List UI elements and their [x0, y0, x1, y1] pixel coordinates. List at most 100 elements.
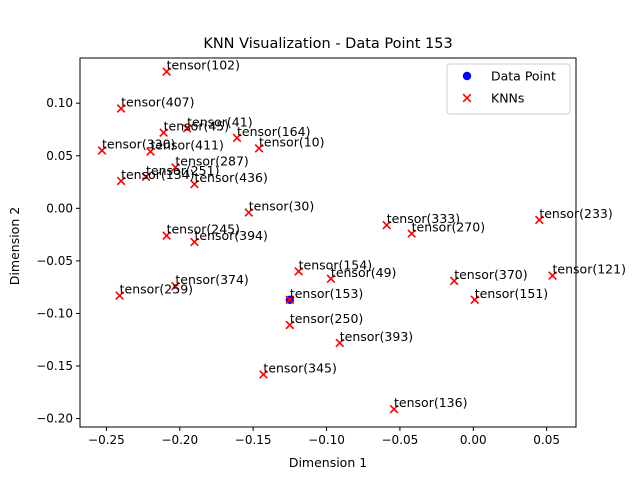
x-tick-label: −0.10 [308, 433, 345, 447]
x-marker-stroke [115, 291, 124, 300]
x-marker-stroke [534, 215, 544, 225]
x-marker-stroke [382, 220, 392, 230]
x-marker-stroke [171, 281, 180, 291]
knn-marker [171, 281, 180, 291]
x-marker-stroke [285, 320, 295, 330]
knn-marker [182, 124, 192, 133]
y-tick-label: −0.05 [36, 254, 73, 268]
knn-marker [259, 370, 268, 379]
point-label: tensor(436) [194, 170, 267, 185]
y-tick-label: 0.10 [46, 96, 73, 110]
knn-marker [335, 338, 345, 348]
y-tick-label: −0.10 [36, 306, 73, 320]
x-marker-stroke [116, 104, 126, 113]
knn-marker [389, 404, 399, 414]
knn-marker [146, 147, 155, 156]
chart-title: KNN Visualization - Data Point 153 [203, 36, 452, 52]
knn-marker [382, 220, 392, 230]
point-label: tensor(251) [146, 163, 219, 178]
knn-marker [141, 172, 151, 182]
x-marker-stroke [141, 172, 151, 182]
knn-marker [244, 208, 254, 217]
knn-marker [548, 271, 557, 280]
knn-marker [116, 104, 126, 113]
x-marker-stroke [548, 271, 557, 280]
knn-marker [162, 231, 171, 241]
query-point-overlay-marker [285, 295, 295, 305]
point-label: tensor(394) [194, 228, 267, 243]
point-label: tensor(333) [387, 211, 460, 226]
x-marker-stroke [389, 404, 399, 414]
knn-marker [190, 179, 199, 189]
x-marker-stroke [190, 237, 199, 247]
point-label: tensor(136) [394, 395, 467, 410]
point-label: tensor(345) [263, 360, 336, 375]
plot-frame [79, 57, 577, 428]
knn-marker [162, 67, 171, 77]
point-label: tensor(153) [290, 286, 363, 301]
point-label: tensor(121) [553, 262, 626, 277]
point-label: tensor(411) [150, 138, 223, 153]
x-marker-stroke [254, 144, 264, 153]
points-layer [97, 67, 557, 414]
x-marker-stroke [171, 162, 180, 172]
point-label: tensor(250) [290, 311, 363, 326]
knn-marker [326, 274, 336, 284]
knn-marker [115, 291, 124, 300]
point-label: tensor(154) [299, 257, 372, 272]
point-label: tensor(245) [167, 222, 240, 237]
point-label: tensor(287) [175, 153, 248, 168]
knn-marker [116, 176, 126, 186]
knn-marker [232, 133, 242, 143]
x-marker-stroke [116, 176, 126, 186]
legend-marker-data-point [462, 71, 472, 81]
x-marker-stroke [294, 267, 304, 276]
legend-label: Data Point [491, 69, 556, 84]
point-label: tensor(10) [259, 134, 324, 149]
x-tick-label: −0.20 [161, 433, 198, 447]
knn-marker [254, 144, 264, 153]
legend: Data Point KNNs [446, 63, 571, 115]
knn-marker [97, 146, 107, 155]
knn-marker [294, 267, 304, 276]
point-label: tensor(407) [121, 94, 194, 109]
x-marker-stroke [162, 67, 171, 77]
knn-marker [285, 320, 295, 330]
knn-marker [190, 237, 199, 247]
x-marker-stroke [462, 93, 472, 103]
x-tick-label: 0.00 [460, 433, 487, 447]
point-label: tensor(393) [340, 329, 413, 344]
point-label: tensor(49) [331, 265, 396, 280]
x-tick-label: −0.15 [235, 433, 272, 447]
axes-layer: −0.25 −0.20 −0.15 −0.10 −0.05 0.00 0.05 −0.20 −0… [36, 96, 560, 447]
x-marker-stroke [326, 274, 336, 284]
point-label: tensor(270) [412, 220, 485, 235]
point-label: tensor(102) [167, 58, 240, 73]
knn-marker [407, 229, 417, 238]
x-marker-stroke [162, 231, 171, 241]
knn-marker [159, 128, 169, 138]
knn-marker [470, 295, 480, 305]
x-tick-label: 0.05 [533, 433, 560, 447]
point-label: tensor(41) [187, 114, 252, 129]
point-label: tensor(151) [475, 286, 548, 301]
x-axis-label: Dimension 1 [289, 455, 367, 470]
point-label: tensor(370) [454, 267, 527, 282]
point-label: tensor(259) [120, 282, 193, 297]
x-tick-label: −0.25 [88, 433, 125, 447]
legend-entries: Data Point KNNs [462, 69, 556, 106]
x-marker-stroke [259, 370, 268, 379]
y-tick-label: −0.20 [36, 412, 73, 426]
legend-marker-knn [462, 93, 472, 103]
point-labels-layer: tensor(153) tensor(102) tensor(407) tensor(… [102, 58, 626, 410]
point-label: tensor(374) [175, 272, 248, 287]
point-label: tensor(30) [249, 199, 314, 214]
y-tick-label: −0.15 [36, 359, 73, 373]
x-marker-stroke [449, 276, 459, 286]
knn-marker [171, 162, 180, 172]
x-marker-stroke [470, 295, 480, 305]
point-label: tensor(45) [164, 119, 229, 134]
x-marker-stroke [146, 147, 155, 156]
